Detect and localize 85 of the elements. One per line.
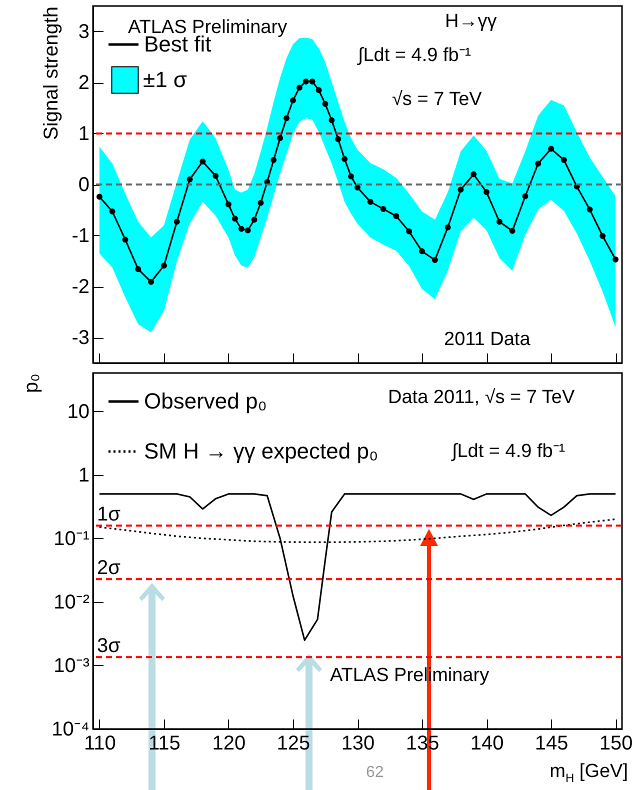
y-tick-label: -1 [72, 225, 90, 247]
point [342, 156, 348, 162]
point [232, 216, 238, 222]
point [302, 78, 309, 84]
point [225, 201, 232, 208]
x-tick-label: 120 [212, 732, 246, 754]
point [270, 157, 277, 164]
point [600, 233, 606, 240]
point [284, 115, 290, 122]
point [560, 157, 567, 164]
point [322, 100, 328, 107]
point [160, 262, 167, 269]
point [258, 200, 264, 206]
point [535, 160, 542, 167]
point [96, 194, 102, 200]
point [244, 227, 251, 234]
point [135, 266, 142, 272]
point [186, 176, 193, 182]
annotation: ∫Ldt = 4.9 fb⁻¹ [452, 441, 566, 462]
x-tick-label: 130 [341, 732, 375, 754]
y-axis-title: p₀ [20, 374, 43, 393]
x-axis-title: m$_{H}$ [GeV] [550, 761, 628, 785]
point [509, 228, 516, 234]
point [264, 178, 270, 185]
point [612, 256, 619, 262]
point [586, 206, 593, 212]
point [328, 117, 335, 124]
x-tick-label: 145 [534, 732, 568, 754]
y-tick-label: 10 [67, 400, 90, 423]
point [148, 278, 154, 285]
annotation: ∫Ldt = 4.9 fb⁻¹ [358, 45, 472, 66]
y-tick-label: 10⁻² [54, 591, 90, 614]
y-axis-title: Signal strength [40, 6, 63, 140]
y-tick-label: 2 [78, 72, 90, 94]
point [277, 135, 284, 142]
point [496, 218, 502, 225]
point [393, 213, 400, 220]
point [200, 158, 206, 165]
annotation: 2011 Data [444, 329, 530, 350]
point [238, 226, 244, 232]
legend-label: SM H → γγ expected p₀ [144, 438, 378, 464]
point [367, 198, 374, 205]
y-tick-label: 10⁻³ [54, 654, 90, 677]
point [432, 256, 438, 263]
y-tick-label: -3 [72, 327, 90, 349]
annotation: H→γγ [445, 11, 497, 32]
point [316, 87, 322, 94]
legend-label: Observed p₀ [144, 388, 267, 414]
y-tick-label: -2 [72, 276, 90, 298]
y-tick-label: 1 [78, 123, 90, 145]
point [522, 193, 528, 200]
point [406, 228, 412, 234]
y-tick-label: 3 [78, 21, 90, 43]
y-tick-label: 10⁻¹ [54, 528, 90, 550]
x-tick-label: 110 [84, 732, 116, 754]
annotation: ±1 σ [143, 67, 188, 92]
point [174, 218, 180, 225]
y-tick-label: 0 [78, 174, 90, 196]
point [335, 136, 342, 142]
point [296, 84, 302, 91]
point [109, 208, 116, 215]
x-tick-label: 150 [599, 732, 632, 754]
text: 62 [366, 764, 384, 781]
annotation: √s = 7 TeV [392, 89, 482, 110]
point [122, 236, 128, 243]
x-tick-label: 115 [148, 732, 180, 754]
point [484, 189, 490, 196]
point [419, 248, 426, 254]
annotation: Data 2011, √s = 7 TeV [388, 387, 575, 408]
point [470, 171, 477, 178]
x-tick-label: 140 [470, 732, 504, 754]
point [212, 172, 219, 179]
point [348, 173, 354, 180]
ref-line-label: 3σ [97, 635, 122, 658]
ref-line-label: 1σ [97, 504, 122, 526]
x-tick-label: 125 [276, 732, 310, 754]
point [548, 146, 554, 152]
point [458, 186, 464, 193]
point [380, 206, 386, 212]
point [444, 224, 451, 230]
point [309, 78, 316, 84]
y-tick-label: 1 [78, 464, 90, 486]
ref-line-label: 2σ [97, 557, 122, 580]
point [290, 97, 296, 104]
point [251, 216, 258, 223]
